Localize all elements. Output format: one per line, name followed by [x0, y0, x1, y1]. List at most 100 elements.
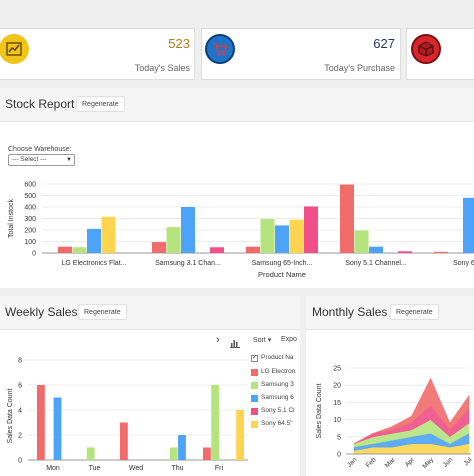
y-tick-label: 5 — [337, 434, 341, 441]
weekly-bar — [169, 447, 178, 460]
y-tick-label: 4 — [18, 408, 22, 415]
trend-chart-icon — [0, 34, 29, 64]
monthly-sales-title: Monthly Sales — [312, 305, 388, 319]
x-tick-label: Mar — [384, 456, 397, 469]
weekly-sales-title: Weekly Sales — [5, 305, 78, 319]
stock-bar — [398, 251, 412, 253]
weekly-bar — [86, 447, 95, 460]
stock-report-regenerate-button[interactable]: Regenerate — [76, 96, 125, 112]
stock-bar — [289, 219, 304, 253]
y-tick-label: 0 — [337, 452, 341, 459]
weekly-bar — [120, 422, 128, 460]
y-tick-label: 400 — [24, 205, 36, 212]
legend-item[interactable]: Sony 5.1 Cl — [251, 407, 300, 417]
legend-swatch — [251, 408, 258, 415]
stat-card-sales: 523 Today's Sales — [0, 28, 195, 80]
legend-header[interactable]: ✓ Product Na — [251, 354, 300, 364]
x-tick-label: Tue — [89, 465, 101, 472]
y-axis-label: Sales Data Count — [7, 389, 14, 444]
y-tick-label: 600 — [24, 182, 36, 189]
x-tick-label: Samsung 65-Inch... — [252, 260, 313, 267]
x-tick-label: Jul — [463, 456, 474, 467]
x-tick-label: Wed — [129, 465, 143, 472]
x-tick-label: Samsung 3.1 Chan... — [155, 260, 221, 267]
stock-bar — [166, 227, 181, 253]
monthly-sales-regenerate-button[interactable]: Regenerate — [390, 304, 439, 320]
y-tick-label: 10 — [333, 417, 341, 424]
warehouse-select-value: --- Select --- — [12, 156, 47, 163]
legend-item[interactable]: Samsung 6 — [251, 394, 300, 404]
monthly-sales-panel: Monthly Sales Regenerate 0 5 10 15 20 25 Sales… — [306, 296, 474, 476]
x-tick-label: May — [421, 456, 435, 470]
weekly-chart: 0 2 4 6 8 Sales Data Count Mon Tue Wed Thu Fri — [7, 358, 248, 472]
stock-bar — [340, 184, 354, 253]
weekly-bar — [37, 385, 45, 460]
y-tick-label: 100 — [24, 239, 36, 246]
legend-item[interactable]: Sony 64.5" — [251, 420, 300, 430]
legend-swatch — [251, 395, 258, 402]
y-tick-label: 2 — [18, 433, 22, 440]
stat-sales-label: Today's Sales — [134, 63, 190, 73]
checkbox-icon[interactable]: ✓ — [251, 355, 258, 362]
y-tick-label: 0 — [32, 251, 36, 258]
export-button[interactable]: Expo — [281, 336, 297, 343]
x-tick-label: Thu — [171, 465, 183, 472]
weekly-sales-panel: Weekly Sales Regenerate › Sort ▾ Expo ✓ … — [0, 296, 300, 476]
stock-bar — [72, 247, 87, 253]
x-tick-label: Jun — [442, 456, 455, 469]
stock-bar — [354, 230, 369, 253]
y-tick-label: 6 — [18, 383, 22, 390]
chevron-down-icon: ▼ — [66, 157, 72, 163]
warehouse-select[interactable]: --- Select --- ▼ — [8, 154, 75, 166]
legend-label: Samsung 6 — [261, 394, 294, 401]
box-icon — [411, 34, 441, 64]
next-arrow-icon[interactable]: › — [216, 334, 220, 346]
y-axis-label: Total Instock — [8, 199, 15, 238]
x-tick-label: Feb — [365, 456, 378, 469]
y-axis-label: Sales Data Count — [316, 384, 323, 439]
stock-report-title: Stock Report — [5, 97, 75, 111]
legend-label: Samsung 3 — [261, 381, 294, 388]
sort-button[interactable]: Sort ▾ — [253, 337, 272, 344]
y-tick-label: 8 — [18, 358, 22, 365]
weekly-bar — [236, 410, 244, 460]
stock-bar — [181, 207, 195, 253]
legend-item[interactable]: LG Electron — [251, 368, 300, 378]
y-tick-label: 25 — [333, 366, 341, 373]
stock-bar — [58, 246, 72, 253]
stock-bar — [87, 228, 101, 253]
bar-chart-icon[interactable] — [230, 335, 240, 353]
legend-swatch — [251, 369, 258, 376]
y-tick-label: 15 — [333, 400, 341, 407]
monthly-chart: 0 5 10 15 20 25 Sales Data Count Jan Feb Mar Apr Ma… — [316, 366, 474, 471]
legend-item[interactable]: Samsung 3 — [251, 381, 300, 391]
y-tick-label: 20 — [333, 383, 341, 390]
weekly-bar — [178, 435, 186, 460]
x-tick-label: Sony 64.5" — [453, 260, 474, 267]
legend-label: Sony 64.5" — [261, 420, 293, 427]
stock-bar — [246, 246, 260, 253]
weekly-bar — [211, 385, 220, 460]
y-tick-label: 200 — [24, 228, 36, 235]
x-tick-label: Mon — [46, 465, 60, 472]
legend-label: LG Electron — [261, 368, 296, 375]
legend-header-label: Product Na — [261, 354, 294, 361]
stat-purchase-label: Today's Purchase — [324, 63, 395, 73]
legend-swatch — [251, 382, 258, 389]
monthly-area — [353, 377, 470, 444]
x-tick-label: LG Electronics Flat... — [62, 260, 127, 267]
stock-bar — [210, 247, 224, 253]
weekly-sales-header: Weekly Sales Regenerate — [0, 296, 300, 330]
weekly-sales-regenerate-button[interactable]: Regenerate — [78, 304, 127, 320]
warehouse-label: Choose Warehouse: — [8, 146, 72, 153]
stock-bar — [463, 197, 474, 253]
stock-bar — [304, 206, 318, 253]
stock-bar — [260, 219, 275, 253]
stock-bar — [152, 242, 166, 253]
y-tick-label: 300 — [24, 216, 36, 223]
stock-chart: 0 100 200 300 400 500 600 Total Instock LG Elect… — [8, 182, 474, 279]
y-tick-label: 500 — [24, 193, 36, 200]
x-tick-label: Fri — [215, 465, 224, 472]
stat-card-stock — [406, 28, 474, 80]
y-tick-label: 0 — [18, 458, 22, 465]
